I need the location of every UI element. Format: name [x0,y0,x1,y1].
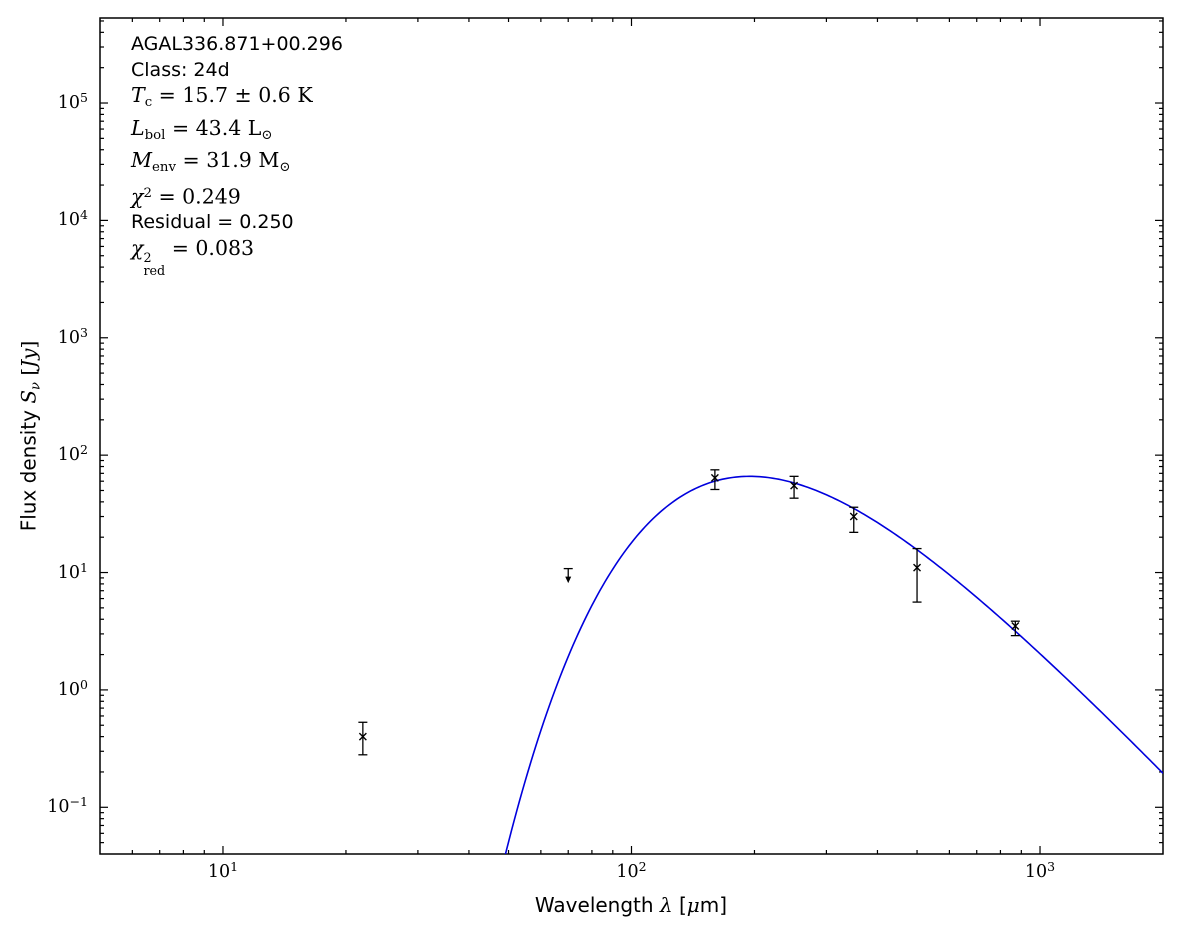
y-axis-label: Flux density Sν [Jy] [17,341,44,532]
text-token: [ [672,893,687,917]
text-token: S [16,389,41,404]
upper-limit-70um [563,567,573,584]
annotation-line-4: Lbol = 43.4 L⊙ [131,116,343,149]
text-token: Jy [16,348,41,368]
text-token: λ [659,893,673,917]
x-tick-label-10e1: 101 [207,859,239,882]
annotation-line-1: AGAL336.871+00.296 [131,32,343,58]
text-token: = 43.4 L [165,115,262,140]
text-token: ν [28,382,44,390]
annotation-line-7: Residual = 0.250 [131,210,343,236]
text-token: ⊙ [279,160,291,176]
text-token: m] [699,893,728,917]
text-token: χ [131,184,144,209]
x-axis-label: Wavelength λ [μm] [535,893,727,917]
sup-sub-stack: 2 red [143,249,166,279]
y-tick-label-10e4: 104 [57,207,88,231]
fit-annotation-block: AGAL336.871+00.296 Class: 24d Tc = 15.7 ± … [131,32,343,277]
annotation-line-5: Menv = 31.9 M⊙ [131,148,343,181]
text-token: L [131,115,145,140]
fit-curve [504,475,1163,854]
annotation-line-6: χ2 = 0.249 [131,181,343,210]
x-marker [790,481,799,490]
x-marker [913,563,922,572]
data-point-160um [710,469,720,491]
annotation-line-2: Class: 24d [131,58,343,84]
x-tick-label-10e3: 103 [1024,859,1056,882]
y-tick-label-10e0: 100 [57,676,88,700]
text-token: AGAL336.871+00.296 [131,33,343,55]
text-token: = 0.249 [151,184,241,209]
y-tick-label-10e3: 103 [57,324,88,348]
text-token: Residual = 0.250 [131,211,294,234]
x-tick-label-10e2: 102 [616,859,647,882]
x-marker [358,732,367,741]
text-token: Flux density [16,403,41,532]
data-point-350um [849,506,859,533]
text-token: env [152,160,176,176]
y-tick-label-10e2: 102 [57,442,88,466]
text-token: bol [144,127,166,143]
text-token: T [131,83,145,108]
data-point-22um [358,721,368,756]
annotation-line-8: χ 2 red = 0.083 [131,236,343,278]
x-marker [1011,622,1020,631]
text-token: c [144,95,153,111]
x-marker [849,512,858,521]
data-point-250um [789,475,799,499]
data-points [358,469,1020,756]
text-token: χ [131,235,144,260]
data-point-870um [1010,620,1020,637]
upper-limit-arrowhead [565,576,572,584]
annotation-line-3: Tc = 15.7 ± 0.6 K [131,83,343,116]
x-marker [710,473,719,482]
data-point-500um [912,547,922,603]
text-token: M [131,148,152,173]
text-token: Class: 24d [131,58,230,81]
text-token: μ [686,893,700,917]
y-tick-label-10e5: 105 [57,90,88,113]
axis-ticks [100,18,1163,854]
text-token: Wavelength [534,893,660,917]
y-tick-label-10e1: 101 [57,559,88,583]
y-tick-label-10e−1: 10−1 [47,794,88,818]
text-token: [ [16,367,41,383]
text-token: = 0.083 [165,235,255,260]
text-token: = 15.7 ± 0.6 K [152,83,313,108]
text-token: 2 [143,185,152,201]
text-token: = 31.9 M [175,148,280,173]
text-token: ⊙ [261,127,273,143]
